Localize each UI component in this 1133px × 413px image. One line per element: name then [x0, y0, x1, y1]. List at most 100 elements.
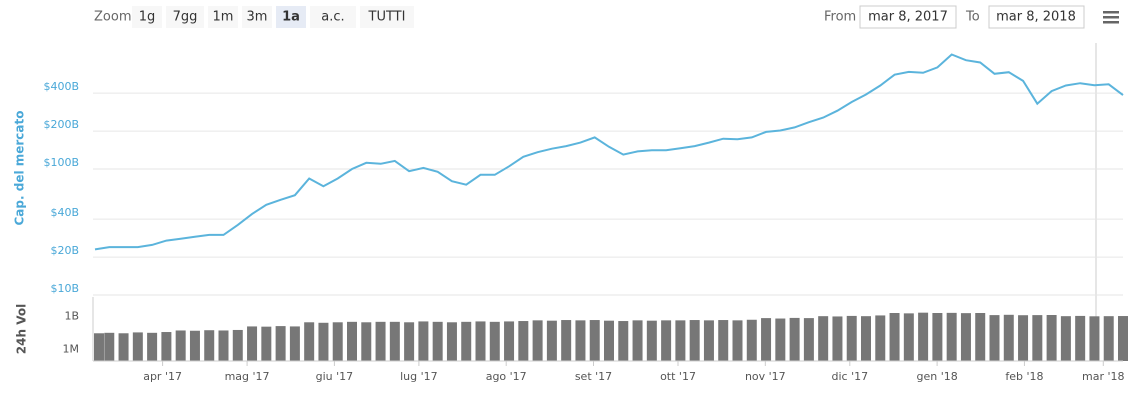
volume-bar — [189, 330, 200, 361]
volume-bar — [718, 320, 729, 361]
zoom-button[interactable]: 1m — [208, 6, 238, 28]
zoom-button[interactable]: a.c. — [310, 6, 356, 28]
zoom-button[interactable]: 7gg — [166, 6, 204, 28]
volume-bar — [389, 321, 400, 361]
volume-bar — [175, 330, 186, 361]
x-tick-label: set '17 — [575, 370, 612, 383]
volume-bar — [1103, 316, 1114, 361]
zoom-label: Zoom — [94, 10, 131, 25]
volume-bar — [261, 326, 272, 361]
volume-bar — [803, 318, 814, 361]
volume-bar — [518, 321, 529, 361]
volume-bar — [832, 316, 843, 361]
volume-bar — [1060, 316, 1071, 361]
x-tick-label: gen '18 — [916, 370, 957, 383]
volume-bar — [975, 312, 986, 361]
zoom-button-bg — [132, 6, 162, 28]
volume-bar — [889, 312, 900, 361]
volume-bar — [903, 313, 914, 361]
volume-bar — [132, 332, 143, 361]
volume-bar — [689, 320, 700, 361]
to-input[interactable] — [988, 5, 1085, 29]
zoom-button-bg — [166, 6, 204, 28]
volume-bar — [989, 315, 1000, 361]
volume-bar — [375, 321, 386, 361]
x-tick-label: mar '18 — [1082, 370, 1125, 383]
volume-bar — [318, 322, 329, 361]
volume-bar — [546, 320, 557, 361]
zoom-button-label: 3m — [247, 10, 268, 25]
volume-bar — [861, 316, 871, 361]
market-cap-line — [94, 53, 1124, 251]
y-tick-label: $10B — [50, 282, 79, 295]
volume-bar — [918, 312, 929, 361]
volume-bar — [418, 321, 429, 361]
y-tick-label: $100B — [43, 156, 79, 169]
volume-bar — [1089, 316, 1100, 361]
zoom-button-bg — [310, 6, 356, 28]
volume-bar — [147, 332, 158, 361]
zoom-button[interactable]: 1a — [276, 6, 306, 28]
to-value[interactable]: mar 8, 2018 — [996, 10, 1076, 25]
from-value[interactable]: mar 8, 2017 — [868, 10, 948, 25]
x-tick-label: mag '17 — [225, 370, 270, 383]
x-tick-label: apr '17 — [143, 370, 182, 383]
y-tick-label: 1B — [64, 309, 79, 322]
volume-bar — [1018, 315, 1029, 361]
volume-bar — [461, 321, 472, 361]
zoom-button-bg — [360, 6, 414, 28]
volume-bar — [432, 321, 443, 361]
volume-bar — [332, 322, 343, 361]
volume-bar — [446, 322, 457, 361]
zoom-button-label: 1m — [213, 10, 234, 25]
zoom-button[interactable]: TUTTI — [360, 6, 414, 28]
volume-bar — [789, 317, 800, 361]
volume-bar — [347, 321, 357, 361]
volume-bar — [604, 320, 614, 361]
zoom-button-label: 1g — [139, 10, 156, 25]
volume-bar — [561, 320, 572, 361]
volume-bar — [946, 312, 957, 361]
volume-bar — [118, 333, 129, 361]
zoom-button-label: 1a — [282, 10, 300, 25]
volume-bar — [104, 332, 115, 361]
volume-bar — [1075, 315, 1086, 361]
menu-icon[interactable] — [1103, 11, 1119, 24]
volume-bar — [775, 318, 786, 361]
y-tick-label: $20B — [50, 244, 79, 257]
from-input[interactable] — [859, 5, 957, 29]
volume-bar — [746, 319, 757, 361]
zoom-button-label: a.c. — [321, 10, 344, 25]
to-label: To — [965, 10, 980, 25]
volume-bar — [675, 320, 686, 361]
volume-bar — [204, 330, 215, 361]
volume-bar — [275, 326, 286, 361]
x-tick-label: lug '17 — [400, 370, 438, 383]
zoom-button[interactable]: 1g — [132, 6, 162, 28]
x-tick-label: giu '17 — [316, 370, 354, 383]
zoom-button-label: 7gg — [173, 10, 198, 25]
volume-bar — [404, 322, 415, 361]
volume-bar — [818, 316, 829, 361]
volume-bar — [361, 322, 372, 361]
volume-bar — [732, 320, 743, 361]
menu-bar — [1103, 11, 1119, 14]
volume-bar — [489, 321, 500, 361]
volume-bar — [875, 315, 886, 361]
volume-bar — [1118, 316, 1128, 361]
volume-bar — [532, 320, 543, 361]
volume-bar — [646, 320, 657, 361]
x-tick-label: nov '17 — [745, 370, 786, 383]
volume-bar — [960, 313, 971, 361]
zoom-button-bg — [276, 6, 306, 28]
volume-bar — [218, 330, 229, 361]
volume-bar — [846, 315, 857, 361]
x-tick-label: ago '17 — [486, 370, 527, 383]
y2-title: 24h Vol — [15, 304, 29, 354]
y-title: Cap. del mercato — [13, 110, 27, 225]
x-tick-label: ott '17 — [660, 370, 696, 383]
volume-bar — [289, 326, 300, 361]
zoom-button[interactable]: 3m — [242, 6, 272, 28]
volume-bar — [589, 320, 600, 361]
